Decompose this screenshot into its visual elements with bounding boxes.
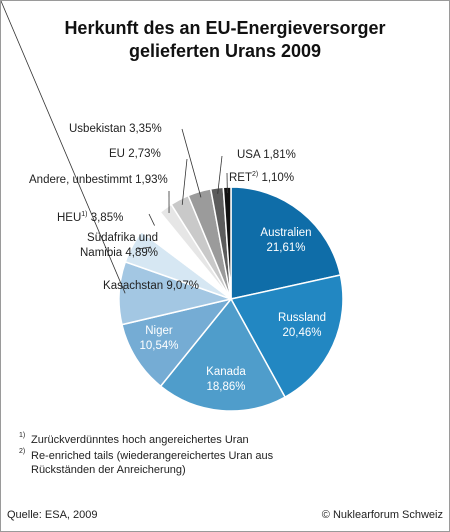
leader-line — [137, 246, 152, 250]
credit: © Nuklearforum Schweiz — [321, 509, 443, 521]
slice-label: Kanada 18,86% — [181, 365, 271, 395]
value-label: 3,35% — [129, 123, 162, 135]
footnote-marker: 2) — [252, 171, 259, 178]
value-label: 2,73% — [128, 148, 161, 160]
category-label: Südafrika und Namibia — [80, 232, 158, 259]
footnote: 2) Re-enriched tails (wiederangereicherte… — [19, 448, 309, 477]
slice-label: RET2) 1,10% — [229, 167, 309, 186]
value-label: 21,61% — [266, 242, 306, 254]
footnote-marker: 1) — [19, 432, 26, 439]
category-label: Andere, unbestimmt — [29, 174, 132, 186]
pie-slice — [229, 274, 344, 399]
leader-line — [1, 1, 126, 294]
slice-label: Niger 10,54% — [119, 324, 199, 354]
value-label: 1,10% — [261, 171, 295, 184]
value-label: 18,86% — [206, 381, 246, 393]
footnote-marker: 1) — [81, 211, 88, 218]
footnote-text: Zurückverdünntes hoch angereichertes Ura… — [31, 434, 249, 446]
value-label: 4,89% — [125, 247, 158, 259]
category-label: Australien — [260, 227, 312, 239]
slice-label: Australien 21,61% — [241, 226, 331, 256]
value-label: 9,07% — [166, 280, 199, 292]
pie-slice — [230, 186, 342, 300]
source: Quelle: ESA, 2009 — [7, 509, 98, 521]
slice-label: Andere, unbestimmt 1,93% — [29, 173, 169, 188]
leader-line — [181, 128, 202, 198]
value-label: 20,46% — [282, 327, 322, 339]
slice-label: Kasachstan 9,07% — [101, 279, 201, 294]
category-label: USA — [237, 149, 261, 161]
category-label: Kasachstan — [103, 280, 164, 292]
value-label: 1,81% — [263, 149, 296, 161]
slice-label: EU 2,73% — [109, 147, 199, 162]
category-label: Russland — [278, 312, 326, 324]
footnote: 1) Zurückverdünntes hoch angereichertes U… — [19, 432, 309, 447]
pie-slice — [121, 297, 233, 388]
value-label: 10,54% — [139, 340, 179, 352]
value-label: 1,93% — [135, 174, 168, 186]
slice-label: Usbekistan 3,35% — [69, 122, 179, 137]
leader-line — [181, 158, 188, 205]
footnote-text: Re-enriched tails (wiederangereichertes … — [31, 450, 274, 476]
leader-line — [148, 213, 155, 226]
category-label: RET — [229, 171, 252, 184]
category-label: Niger — [145, 325, 173, 337]
slice-label: USA 1,81% — [237, 148, 317, 163]
leader-line — [217, 155, 223, 194]
category-label: HEU — [57, 211, 82, 224]
slice-label: Russland 20,46% — [257, 311, 347, 341]
category-label: Usbekistan — [69, 123, 126, 135]
category-label: EU — [109, 148, 125, 160]
category-label: Kanada — [206, 366, 246, 378]
slice-label: Südafrika und Namibia 4,89% — [53, 231, 158, 261]
slice-label: HEU1) 3,85% — [57, 207, 187, 226]
value-label: 3,85% — [90, 211, 124, 224]
chart-title: Herkunft des an EU-Energieversorger geli… — [64, 18, 386, 61]
pie-slice — [159, 297, 287, 412]
footnote-marker: 2) — [19, 448, 26, 455]
